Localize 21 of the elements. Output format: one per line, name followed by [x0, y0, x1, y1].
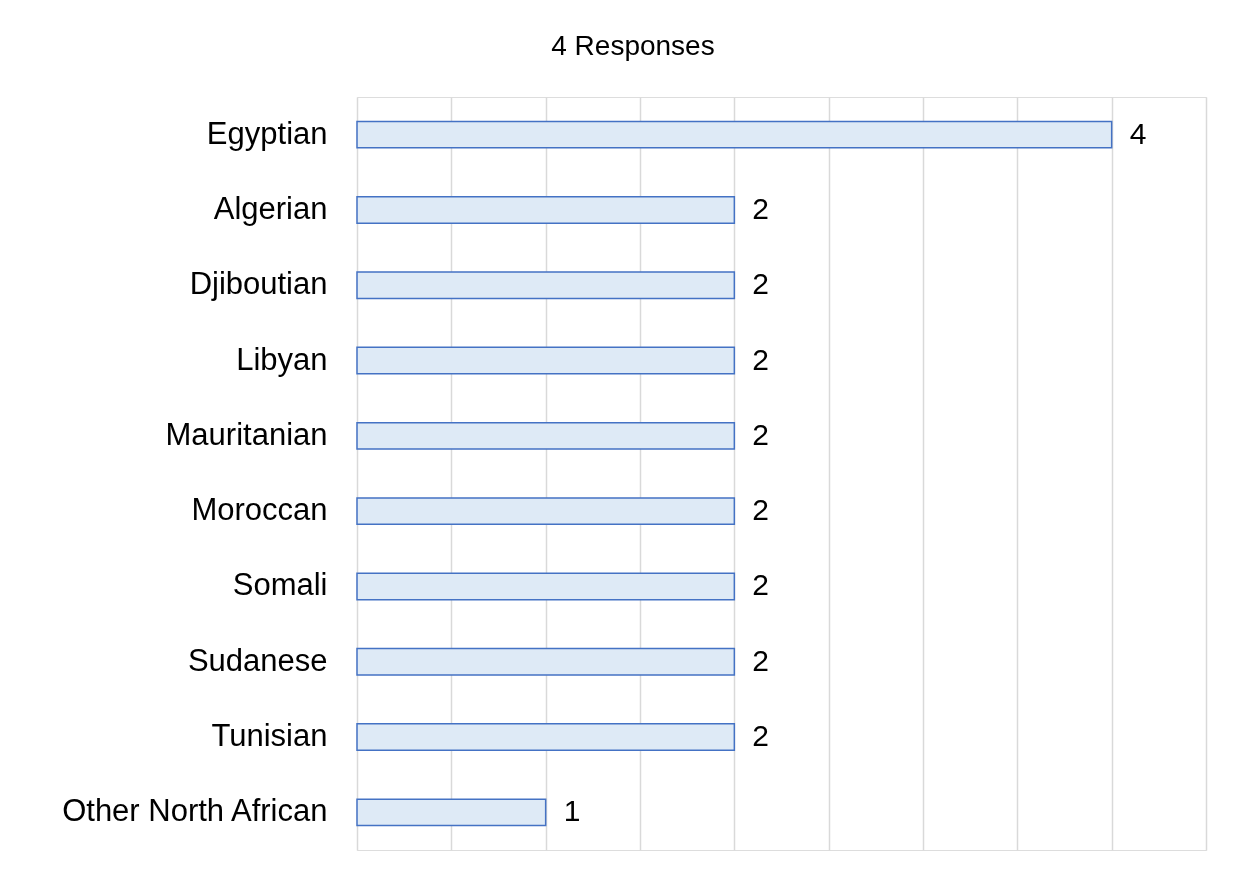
- data-label: 2: [752, 568, 770, 602]
- y-tick-label: Algerian: [213, 190, 328, 226]
- y-tick-label: Mauritanian: [165, 416, 328, 452]
- y-tick-label: Egyptian: [206, 115, 328, 151]
- data-label: 2: [752, 267, 770, 301]
- data-label: 2: [752, 493, 770, 527]
- y-tick-label: Libyan: [236, 341, 328, 377]
- data-label: 1: [563, 794, 581, 828]
- data-label: 2: [752, 643, 770, 677]
- data-label: 2: [752, 417, 770, 451]
- y-tick-label: Sudanese: [187, 642, 328, 678]
- data-label: 2: [752, 719, 770, 753]
- y-tick-label: Other North African: [62, 793, 328, 829]
- y-tick-label: Somali: [232, 567, 328, 603]
- y-tick-label: Tunisian: [211, 718, 328, 754]
- chart-title: 4 Responses: [551, 30, 715, 61]
- data-label: 4: [1129, 116, 1147, 150]
- data-label: 2: [752, 342, 770, 376]
- y-tick-label: Moroccan: [191, 492, 328, 528]
- y-tick-label: Djiboutian: [189, 266, 328, 302]
- data-label: 2: [752, 191, 770, 225]
